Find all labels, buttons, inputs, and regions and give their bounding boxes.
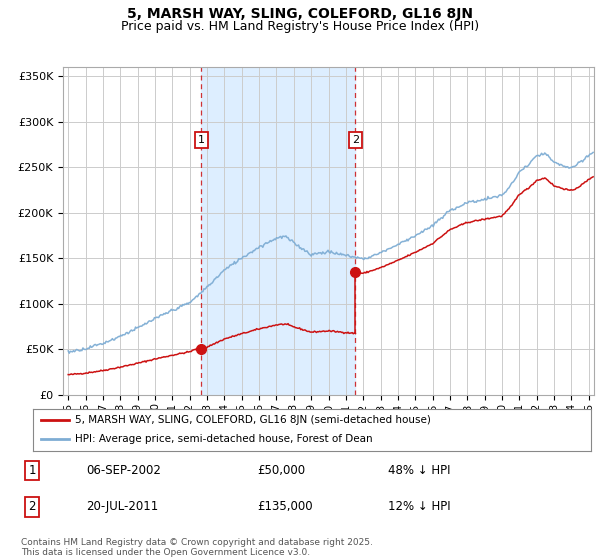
Text: 48% ↓ HPI: 48% ↓ HPI [389, 464, 451, 477]
Text: HPI: Average price, semi-detached house, Forest of Dean: HPI: Average price, semi-detached house,… [75, 435, 373, 445]
Text: £50,000: £50,000 [257, 464, 305, 477]
Text: 20-JUL-2011: 20-JUL-2011 [86, 500, 158, 514]
Text: 2: 2 [29, 500, 36, 514]
Text: Contains HM Land Registry data © Crown copyright and database right 2025.
This d: Contains HM Land Registry data © Crown c… [21, 538, 373, 557]
Text: 12% ↓ HPI: 12% ↓ HPI [389, 500, 451, 514]
Text: Price paid vs. HM Land Registry's House Price Index (HPI): Price paid vs. HM Land Registry's House … [121, 20, 479, 32]
Text: 2: 2 [352, 135, 359, 145]
Bar [202, 67, 355, 395]
Text: 1: 1 [29, 464, 36, 477]
Text: 5, MARSH WAY, SLING, COLEFORD, GL16 8JN: 5, MARSH WAY, SLING, COLEFORD, GL16 8JN [127, 7, 473, 21]
Text: 06-SEP-2002: 06-SEP-2002 [86, 464, 161, 477]
Text: 5, MARSH WAY, SLING, COLEFORD, GL16 8JN (semi-detached house): 5, MARSH WAY, SLING, COLEFORD, GL16 8JN … [75, 415, 431, 425]
Text: £135,000: £135,000 [257, 500, 313, 514]
Text: 1: 1 [198, 135, 205, 145]
